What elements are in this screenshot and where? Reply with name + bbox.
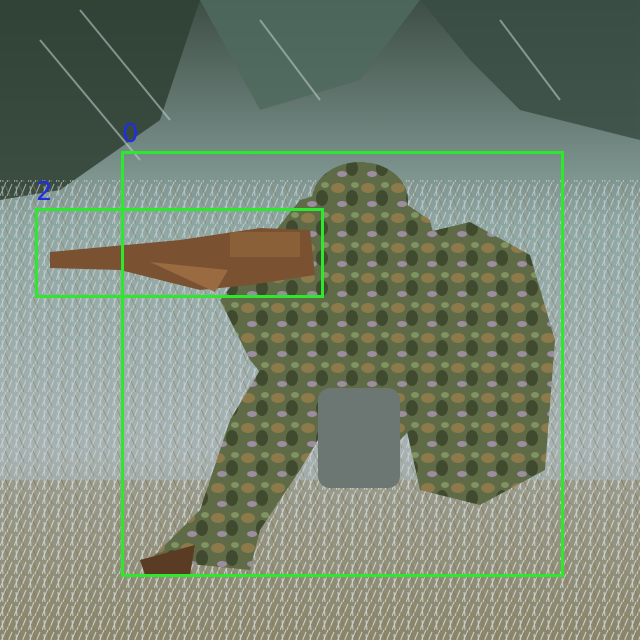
backpack-shape (318, 222, 555, 505)
ground-grass-overlay (0, 480, 640, 640)
pine-branches (0, 0, 640, 200)
rifle-shape (50, 228, 315, 292)
